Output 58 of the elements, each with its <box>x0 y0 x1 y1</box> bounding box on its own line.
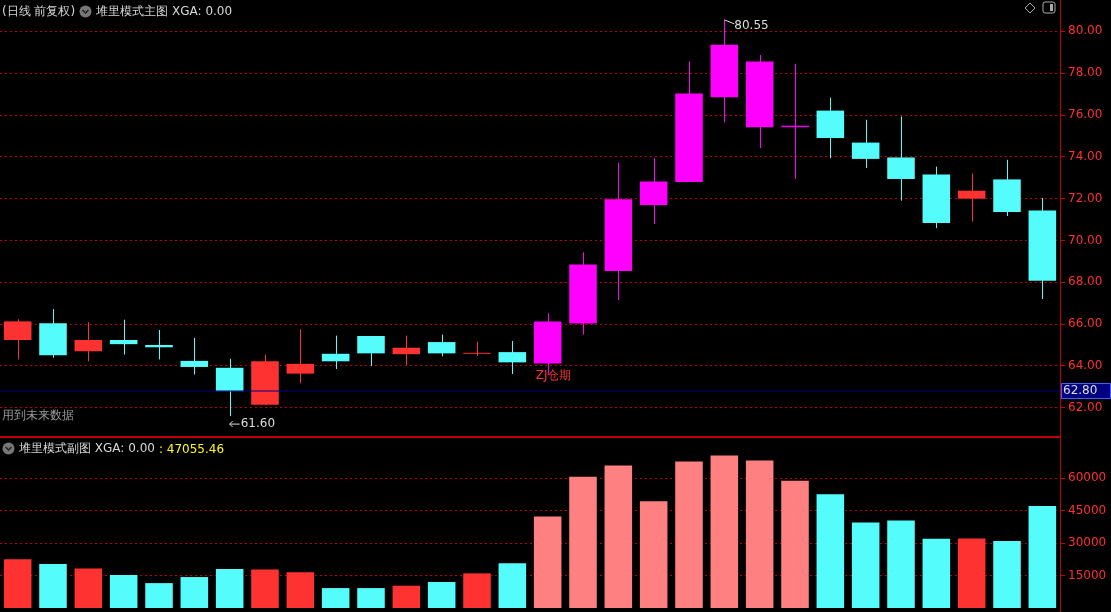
bar <box>887 520 915 608</box>
annotation: 用到未来数据 <box>2 408 74 423</box>
bar <box>145 583 173 608</box>
annotation: 80.55 <box>734 17 769 32</box>
y-tick-label: 60000 <box>1068 470 1107 485</box>
bar <box>251 569 279 608</box>
y-tick-label: 80.00 <box>1068 23 1103 38</box>
y-tick-label: 62.00 <box>1068 399 1103 414</box>
bar <box>604 465 633 608</box>
bar <box>781 480 809 608</box>
bar <box>745 460 774 608</box>
candlestick <box>109 319 138 356</box>
y-tick-label: 68.00 <box>1068 274 1103 289</box>
bar <box>1028 506 1057 608</box>
bar <box>957 538 986 608</box>
bar <box>498 563 527 608</box>
bar <box>569 476 597 608</box>
annotation: : 47055.46 <box>158 441 225 456</box>
y-tick-label: 76.00 <box>1068 107 1103 122</box>
bar <box>180 577 209 608</box>
y-tick-label: 45000 <box>1068 502 1107 517</box>
annotation: 61.60 <box>240 416 276 431</box>
candlestick <box>463 341 491 357</box>
y-tick-label: 70.00 <box>1068 232 1103 247</box>
chart-subtitle: 堆里模式主图 XGA: 0.00 <box>96 3 233 20</box>
chart-title: 堆里模式副图 XGA: 0.00 <box>19 440 155 457</box>
bar <box>816 494 845 608</box>
bar <box>427 582 456 608</box>
bar <box>3 559 32 608</box>
chart-title: (日线 前复权) <box>2 3 76 20</box>
y-tick-label: 74.00 <box>1068 148 1103 163</box>
annotation: ZJ仓期 <box>535 367 572 382</box>
bar <box>392 585 421 608</box>
bar <box>639 501 668 608</box>
bar <box>533 516 562 608</box>
ref-line-label: 62.80 <box>1063 383 1098 398</box>
candlestick <box>392 335 421 366</box>
bar <box>109 575 138 608</box>
bar <box>357 588 385 608</box>
bar <box>710 455 739 608</box>
bar <box>215 569 244 608</box>
y-tick-label: 15000 <box>1068 567 1107 582</box>
bar <box>463 573 491 608</box>
bar <box>675 461 703 608</box>
y-tick-label: 66.00 <box>1068 316 1103 331</box>
bar <box>993 541 1021 608</box>
candlestick <box>321 335 350 370</box>
bar <box>286 572 315 608</box>
bar <box>321 588 350 608</box>
bar <box>39 564 67 608</box>
y-tick-label: 72.00 <box>1068 190 1103 205</box>
y-tick-label: 64.00 <box>1068 358 1103 373</box>
y-tick-label: 30000 <box>1068 535 1107 550</box>
y-tick-label: 78.00 <box>1068 65 1103 80</box>
bar <box>851 522 880 608</box>
bar <box>922 538 951 608</box>
candlestick <box>180 337 209 375</box>
bar <box>74 568 103 608</box>
